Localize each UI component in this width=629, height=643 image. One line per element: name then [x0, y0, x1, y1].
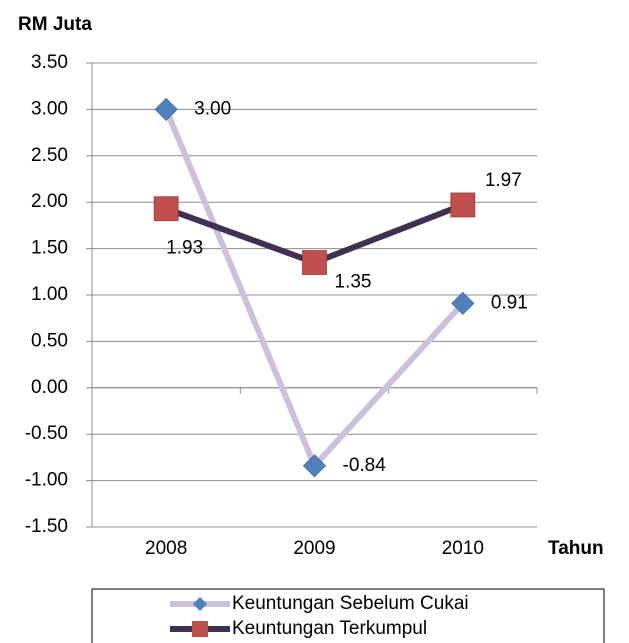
y-tick-label: 3.50	[31, 52, 68, 73]
data-label: 1.93	[166, 238, 203, 259]
data-label: 1.97	[485, 170, 522, 191]
y-tick-label: 1.50	[31, 238, 68, 259]
data-label: 0.91	[491, 292, 528, 313]
x-tick-label: 2010	[442, 538, 484, 559]
y-tick-label: 0.00	[31, 377, 68, 398]
x-tick-label: 2008	[145, 538, 187, 559]
marker	[302, 454, 327, 478]
y-tick-label: 2.50	[31, 145, 68, 166]
data-label: -0.84	[343, 455, 387, 476]
data-label: 3.00	[194, 98, 231, 119]
x-tick-label: 2009	[293, 538, 335, 559]
marker	[302, 250, 327, 275]
data-label: 1.35	[335, 272, 372, 293]
legend-label: Keuntungan Terkumpul	[232, 618, 427, 639]
marker	[450, 192, 476, 218]
y-tick-label: 0.50	[31, 330, 68, 351]
legend-marker	[193, 597, 207, 611]
y-tick-label: 3.00	[31, 98, 68, 119]
legend-box	[91, 588, 605, 643]
marker	[153, 196, 179, 222]
legend-marker	[192, 621, 208, 637]
y-tick-label: -0.50	[25, 423, 68, 444]
x-axis-title: Tahun	[548, 538, 604, 559]
marker	[154, 97, 178, 121]
y-tick-label: -1.00	[25, 470, 68, 491]
legend-label: Keuntungan Sebelum Cukai	[232, 593, 469, 614]
series-line	[163, 108, 466, 469]
marker	[451, 291, 475, 315]
y-axis-title: RM Juta	[18, 14, 92, 35]
y-tick-label: 2.00	[31, 191, 68, 212]
y-tick-label: -1.50	[25, 516, 68, 537]
y-tick-label: 1.00	[31, 284, 68, 305]
